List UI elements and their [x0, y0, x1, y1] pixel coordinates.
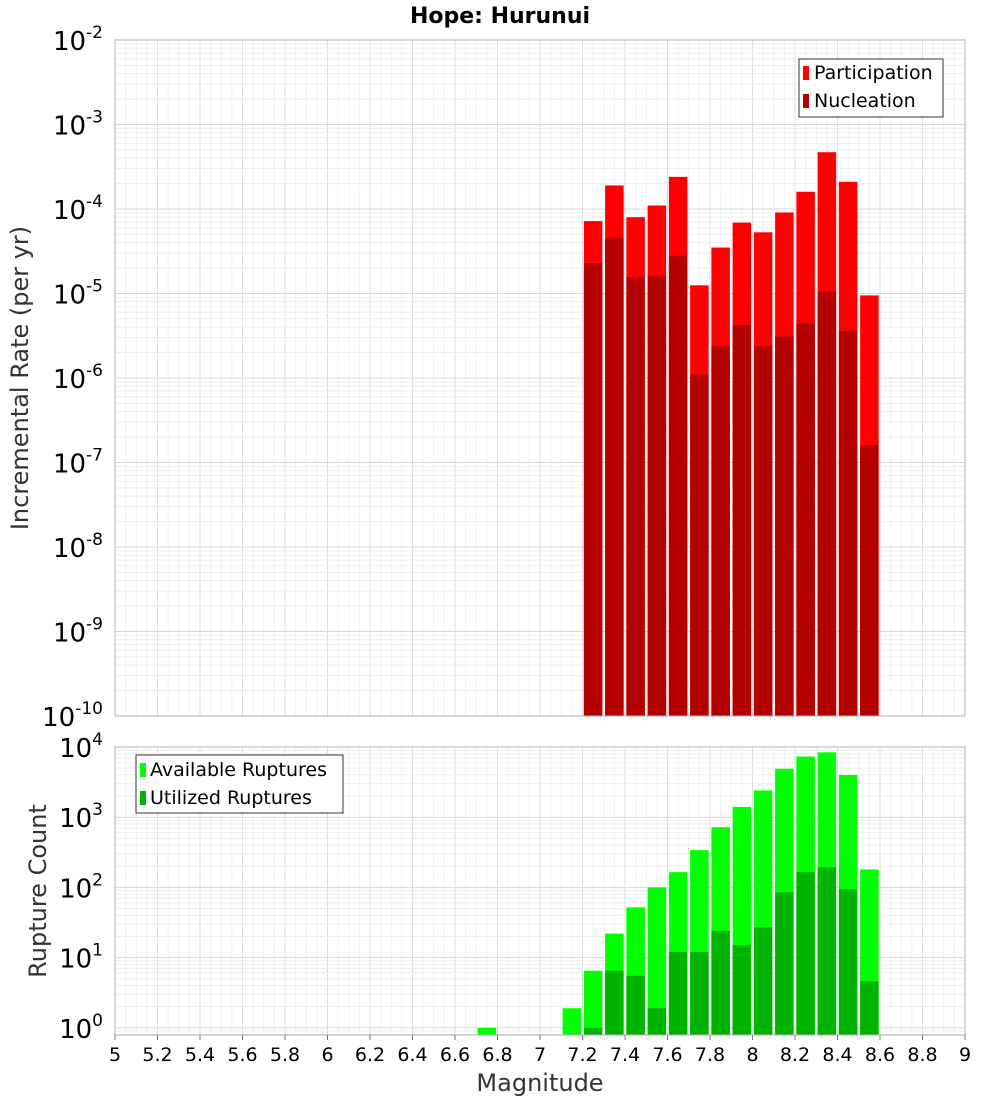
bottom-legend: Available Ruptures Utilized Ruptures: [135, 754, 344, 814]
utilized-ruptures-bar: [626, 975, 645, 1035]
x-tick-labels: 5 5.2 5.4 5.6 5.8 6 6.2 6.4 6.6 6.8 7 7.2 7.4 7.6 7.8 8…: [109, 1035, 971, 1066]
available-ruptures-bar: [562, 1008, 582, 1035]
nucleation-bar: [647, 276, 667, 716]
x-tick-label: 5.4: [185, 1044, 215, 1066]
utilized-ruptures-bar: [605, 970, 624, 1035]
x-tick-label: 6.8: [482, 1044, 512, 1066]
nucleation-bar: [605, 238, 624, 717]
y-tick-label: 10-5: [53, 277, 103, 311]
nucleation-bar: [690, 374, 709, 716]
top-bars: [583, 152, 879, 717]
y-tick-label: 10-4: [53, 192, 103, 226]
legend-swatch-utilized: [140, 791, 146, 805]
nucleation-bar: [838, 330, 858, 716]
utilized-ruptures-bar: [711, 930, 730, 1035]
x-tick-label: 8.2: [780, 1044, 810, 1066]
bottom-panel: 104 103 102 101 100 5 5.2 5.4 5.6 5.8 6 6.2 6.4 6.6 6…: [24, 730, 971, 1097]
bottom-bars: [477, 752, 879, 1035]
x-tick-label: 7.8: [695, 1044, 725, 1066]
nucleation-bar: [817, 291, 837, 716]
nucleation-bar: [626, 277, 645, 716]
bottom-y-tick-labels: 104 103 102 101 100: [59, 730, 103, 1045]
bottom-legend-box: [135, 754, 344, 814]
y-tick-label: 10-10: [42, 699, 103, 733]
bottom-y-axis-label: Rupture Count: [24, 804, 52, 978]
nucleation-bar: [860, 445, 879, 716]
legend-label-utilized: Utilized Ruptures: [150, 787, 312, 809]
x-tick-label: 8.6: [865, 1044, 895, 1066]
y-tick-label: 10-8: [53, 530, 103, 564]
x-tick-label: 6.4: [397, 1044, 427, 1066]
x-tick-label: 8.4: [822, 1044, 852, 1066]
top-legend: Participation Nucleation: [798, 58, 944, 118]
x-tick-label: 5.6: [227, 1044, 257, 1066]
nucleation-bar: [583, 262, 603, 716]
nucleation-bar: [732, 325, 752, 716]
top-gridlines: [114, 39, 966, 717]
utilized-ruptures-bar: [732, 945, 752, 1035]
utilized-ruptures-bar: [796, 872, 815, 1035]
nucleation-bar: [753, 345, 773, 716]
available-ruptures-bar: [477, 1027, 497, 1035]
y-tick-label: 103: [59, 800, 103, 834]
top-y-tick-labels: 10-2 10-3 10-4 10-5 10-6 10-7 10-8 10-9 10-10: [42, 23, 103, 733]
utilized-ruptures-bar: [860, 981, 879, 1035]
x-tick-label: 5.8: [270, 1044, 300, 1066]
y-tick-label: 10-3: [53, 108, 103, 142]
y-tick-label: 101: [59, 941, 103, 975]
y-tick-label: 10-9: [53, 615, 103, 649]
y-tick-label: 100: [59, 1011, 103, 1045]
x-tick-label: 7.6: [652, 1044, 682, 1066]
x-tick-label: 6.6: [440, 1044, 470, 1066]
x-axis-label: Magnitude: [476, 1069, 603, 1097]
utilized-ruptures-bar: [690, 952, 709, 1035]
x-tick-label: 9: [959, 1044, 971, 1066]
legend-swatch-available: [140, 763, 146, 777]
x-tick-label: 7.4: [610, 1044, 640, 1066]
x-tick-label: 7.2: [567, 1044, 597, 1066]
legend-swatch-participation: [803, 66, 809, 80]
x-tick-label: 6.2: [355, 1044, 385, 1066]
nucleation-bar: [796, 323, 815, 716]
y-tick-label: 104: [59, 730, 103, 764]
utilized-ruptures-bar: [583, 1027, 603, 1035]
available-ruptures-bar: [647, 887, 667, 1035]
y-tick-label: 102: [59, 870, 103, 904]
utilized-ruptures-bar: [753, 927, 773, 1035]
nucleation-bar: [775, 336, 794, 716]
legend-swatch-nucleation: [803, 94, 809, 108]
legend-label-nucleation: Nucleation: [814, 90, 916, 112]
y-tick-label: 10-7: [53, 446, 103, 480]
x-tick-label: 6: [321, 1044, 333, 1066]
top-plot-frame: [114, 39, 966, 717]
chart-title: Hope: Hurunui: [410, 4, 590, 29]
y-tick-label: 10-2: [53, 23, 103, 57]
utilized-ruptures-bar: [668, 952, 688, 1035]
legend-label-participation: Participation: [814, 62, 933, 84]
x-tick-label: 7: [534, 1044, 546, 1066]
top-y-axis-label: Incremental Rate (per yr): [6, 226, 34, 530]
x-tick-label: 8.8: [907, 1044, 937, 1066]
available-ruptures-bar: [583, 970, 603, 1035]
legend-label-available: Available Ruptures: [150, 759, 327, 781]
x-tick-label: 8: [746, 1044, 758, 1066]
nucleation-bar: [711, 345, 730, 716]
utilized-ruptures-bar: [775, 892, 794, 1035]
top-legend-box: [798, 58, 944, 118]
top-panel: 10-2 10-3 10-4 10-5 10-6 10-7 10-8 10-9 10-10 In…: [6, 23, 966, 733]
x-tick-label: 5.2: [142, 1044, 172, 1066]
x-tick-label: 5: [109, 1044, 121, 1066]
nucleation-bar: [668, 255, 688, 716]
utilized-ruptures-bar: [647, 1008, 667, 1035]
y-tick-label: 10-6: [53, 361, 103, 395]
utilized-ruptures-bar: [838, 888, 858, 1035]
utilized-ruptures-bar: [817, 867, 837, 1035]
